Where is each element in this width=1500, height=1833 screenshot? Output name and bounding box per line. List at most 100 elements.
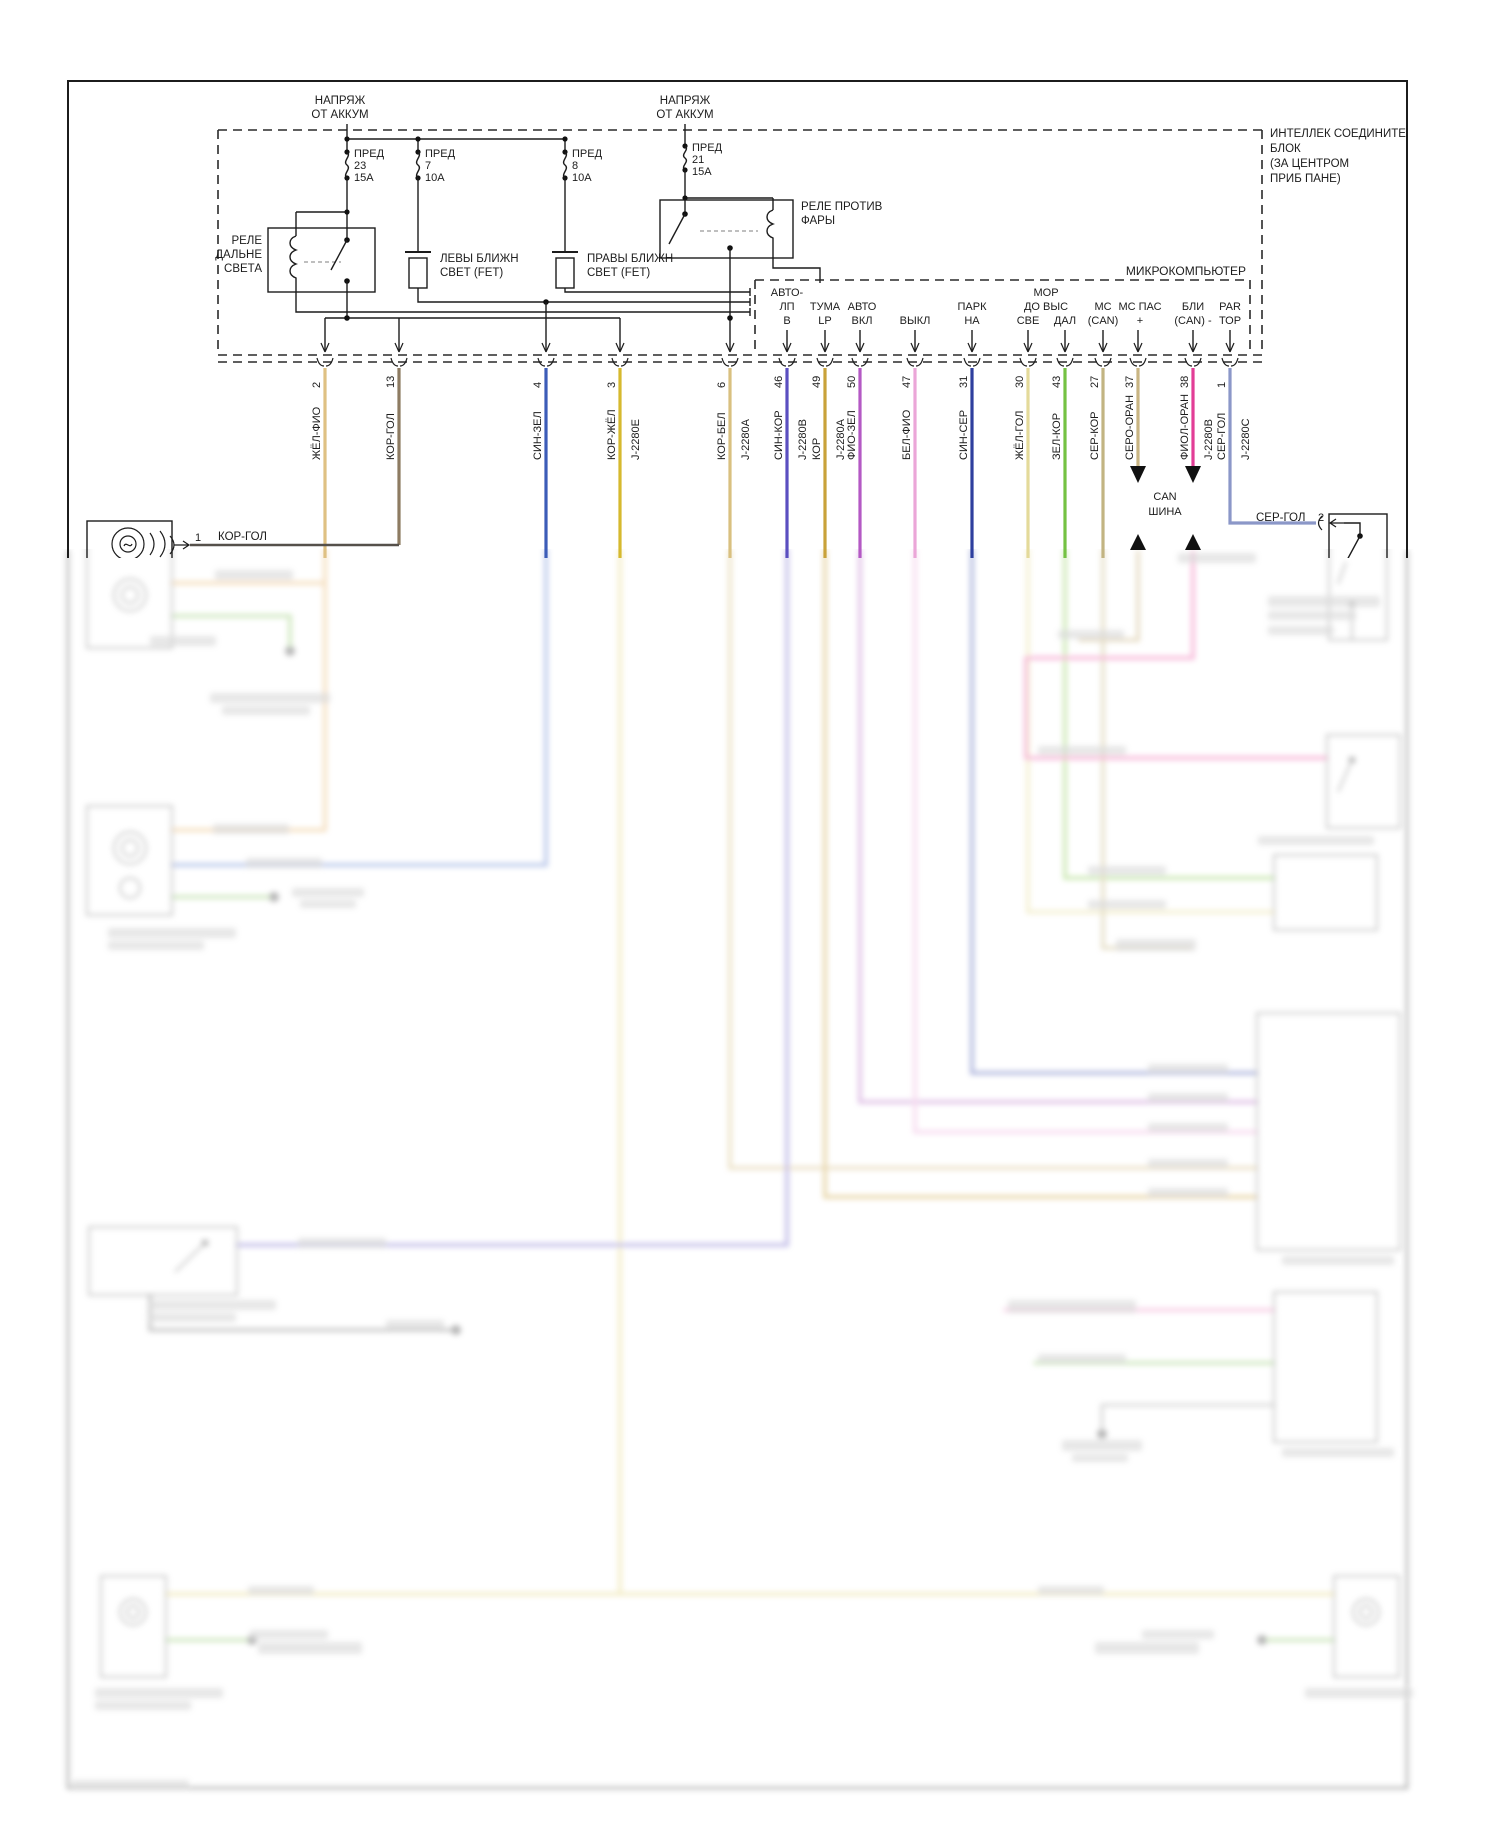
wire-30-run	[1026, 549, 1276, 914]
wire-6-num: 6	[716, 382, 728, 388]
can-high-arrow-up	[1130, 534, 1146, 550]
fuse-23-name: ПРЕД	[354, 148, 385, 160]
wire-4-num: 4	[532, 382, 544, 388]
wire-38-num: 38	[1179, 376, 1191, 388]
wire-3-run	[164, 549, 1336, 1596]
fuse-7-num: 7	[425, 160, 431, 172]
left-headlamp-unit	[86, 549, 173, 649]
wire-30-num: 30	[1014, 376, 1026, 388]
block-label-1: ИНТЕЛЛЕК СОЕДИНИТЕ	[1270, 128, 1406, 140]
bottom-left-lamp	[100, 1575, 167, 1678]
fuse-8-amp: 10A	[572, 172, 592, 184]
mcu-label: МИКРОКОМПЬЮТЕР	[1126, 264, 1246, 278]
fuse-21: ПРЕД 21 15A	[682, 142, 723, 178]
wire-6: 6 КОР-БЕЛ J-2280A	[716, 368, 752, 558]
wire-4-label: СИН-ЗЕЛ	[532, 411, 544, 460]
battery-feed-1: НАПРЯЖ ОТ АККУМ	[311, 95, 568, 152]
pin-mspas-2: +	[1137, 315, 1143, 327]
pin-autolp-2: ЛП	[779, 301, 794, 313]
relay-fog-label-1: РЕЛЕ ПРОТИВ	[801, 201, 883, 213]
can-high-arrow-down	[1130, 466, 1146, 483]
ground-wire-6	[1100, 1403, 1276, 1430]
pin-tuma-2: LP	[818, 315, 831, 327]
wire-30: 30 ЖЁЛ-ГОЛ	[1014, 368, 1030, 558]
block-label: ИНТЕЛЛЕК СОЕДИНИТЕ БЛОК (ЗА ЦЕНТРОМ ПРИБ…	[1270, 128, 1406, 185]
fuse-8: ПРЕД 8 10A	[562, 148, 603, 184]
wire-49-run	[823, 549, 1259, 1199]
batt1-line2: ОТ АККУМ	[311, 109, 368, 121]
wire-31: 31 СИН-СЕР	[958, 368, 974, 558]
pin-mor: МОР	[1033, 287, 1058, 299]
pin-park-2: НА	[964, 315, 980, 327]
wire-37-num: 37	[1124, 376, 1136, 388]
wire-46-run	[235, 549, 789, 1247]
wire-6-code: J-2280A	[740, 418, 752, 460]
low-beam-fet-right: ПРАВЫ БЛИЖН СВЕТ (FET)	[552, 178, 673, 289]
wire-37-can-high: 37 СЕРО-ОРАН	[1124, 368, 1146, 483]
wire-38-code: J-2280B	[1203, 419, 1215, 460]
fuse-7: ПРЕД 7 10A	[415, 148, 456, 184]
pin-par-1: PAR	[1219, 301, 1241, 313]
microcomputer-box	[754, 279, 1251, 355]
fuse-8-num: 8	[572, 160, 578, 172]
switch-unit	[88, 1226, 238, 1296]
batt2-line2: ОТ АККУМ	[656, 109, 713, 121]
wire-47-label: БЕЛ-ФИО	[901, 409, 913, 460]
pin-autoon-1: АВТО	[848, 301, 877, 313]
connector-row	[316, 330, 1239, 367]
block-label-3: (ЗА ЦЕНТРОМ	[1270, 158, 1349, 170]
right-switch-connector: СЕР-ГОЛ 2	[1256, 512, 1388, 558]
wire-49-num: 49	[811, 376, 823, 388]
wire-46-num: 46	[773, 376, 785, 388]
wire-6-run	[728, 549, 1259, 1170]
left-headlamp-unit-2	[86, 805, 173, 916]
can-label-2: ШИНА	[1148, 506, 1182, 518]
pin-mscan-1: МС	[1094, 301, 1111, 313]
can-low-arrow-down	[1185, 466, 1201, 483]
left-headlamp-connector: 1 КОР-ГОЛ	[86, 520, 399, 558]
lamp-pin-number: 1	[195, 532, 201, 544]
can-low-run	[1024, 550, 1329, 760]
relay-high-label-1: РЕЛЕ	[231, 235, 262, 247]
relay-high-label-3: СВЕТА	[224, 263, 262, 275]
wire-3-num: 3	[606, 382, 618, 388]
wire-30-label: ЖЁЛ-ГОЛ	[1014, 411, 1026, 460]
batt1-line1: НАПРЯЖ	[315, 95, 366, 107]
upper-right-unit	[1326, 734, 1401, 829]
wire-27-label: СЕР-КОР	[1089, 412, 1101, 460]
can-low-arrow-up	[1185, 534, 1201, 550]
pin-mscan-2: (CAN)	[1088, 315, 1119, 327]
wire-27: 27 СЕР-КОР	[1089, 368, 1105, 558]
wire-49-label: КОР	[811, 438, 823, 460]
fet-left-label-1: ЛЕВЫ БЛИЖН	[440, 253, 519, 265]
wire-31-label: СИН-СЕР	[958, 410, 970, 460]
pin-autolp-1: АВТО-	[771, 287, 804, 299]
wire-47-run	[913, 549, 1259, 1134]
pin-dal: ДАЛ	[1054, 315, 1076, 327]
bottom-right-lamp	[1333, 1575, 1400, 1678]
wire-38-label: ФИОЛ-ОРАН	[1179, 394, 1191, 460]
fet-right-label-2: СВЕТ (FET)	[587, 267, 650, 279]
wire-46-label: СИН-КОР	[773, 410, 785, 460]
outer-border	[67, 80, 1408, 558]
fuse-8-name: ПРЕД	[572, 148, 603, 160]
battery-feed-2: НАПРЯЖ ОТ АККУМ	[656, 95, 714, 146]
right-switch-unit-lower	[1328, 549, 1388, 641]
relay-fog-label-2: ФАРЫ	[801, 215, 835, 227]
pin-bli-2: (CAN) -	[1174, 315, 1212, 327]
wire-1: 1 СЕР-ГОЛ J-2280C	[1216, 368, 1316, 525]
wire-47-num: 47	[901, 376, 913, 388]
pin-autoon-2: ВКЛ	[852, 315, 873, 327]
pin-bli-1: БЛИ	[1182, 301, 1204, 313]
wire-4: 4 СИН-ЗЕЛ	[532, 368, 548, 558]
block-label-4: ПРИБ ПАНЕ)	[1270, 173, 1341, 185]
pin-tuma-1: ТУМА	[810, 301, 841, 313]
fuse-23-num: 23	[354, 160, 366, 172]
pin-par-2: ТОР	[1219, 315, 1241, 327]
wires: 2 ЖЁЛ-ФИО 13 КОР-ГОЛ 4 СИН-ЗЕЛ 3 КОР-ЖЁЛ…	[311, 368, 1316, 558]
wire-43-num: 43	[1051, 376, 1063, 388]
wire-2-run	[170, 549, 327, 832]
fuse-21-num: 21	[692, 154, 704, 166]
fuse-7-amp: 10A	[425, 172, 445, 184]
ground-wire-1	[170, 614, 292, 647]
